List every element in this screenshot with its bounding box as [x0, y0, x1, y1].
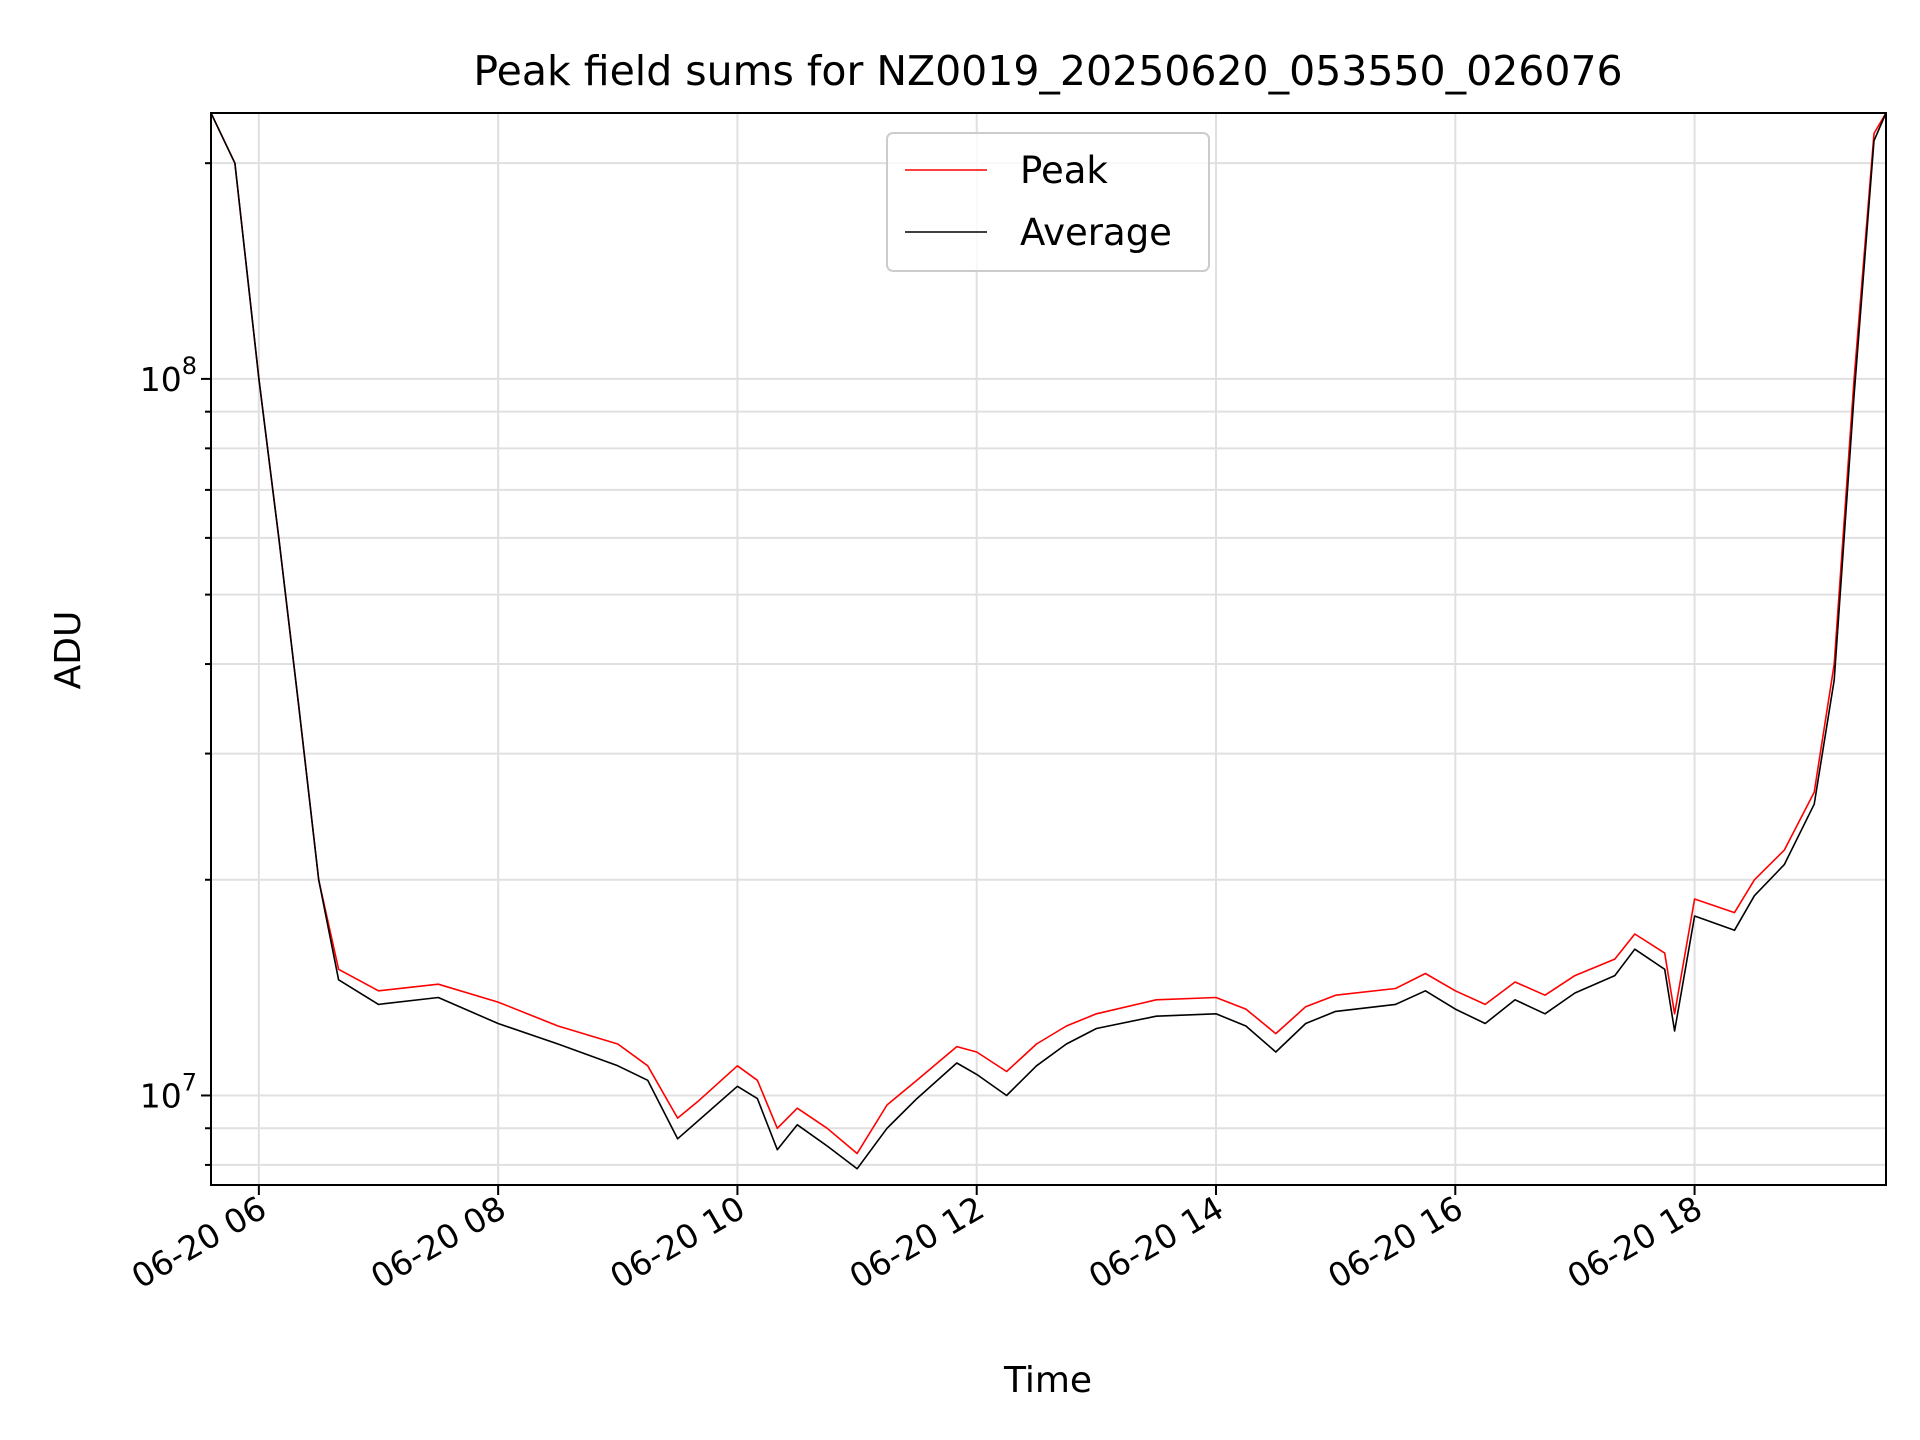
- y-tick-base: 10: [140, 1076, 182, 1115]
- grid: [211, 113, 1886, 1185]
- series-line-average: [210, 112, 1887, 1170]
- legend-box: [886, 132, 1210, 272]
- series-line-peak: [210, 112, 1887, 1155]
- y-tick-exponent: 7: [182, 1068, 197, 1096]
- chart-title: Peak field sums for NZ0019_20250620_0535…: [473, 47, 1622, 95]
- y-tick-exponent: 8: [182, 352, 197, 380]
- legend-label-peak: Peak: [1020, 149, 1108, 192]
- x-axis-label: Time: [1003, 1360, 1092, 1401]
- legend: Peak Average: [886, 132, 1210, 272]
- plot-frame: [210, 112, 1887, 1186]
- y-tick-label: 107: [140, 1068, 197, 1115]
- plot-lines: [210, 112, 1887, 1170]
- y-tick-base: 10: [140, 360, 182, 399]
- y-tick-label: 108: [140, 352, 197, 399]
- y-axis-label: ADU: [48, 611, 89, 690]
- legend-label-average: Average: [1020, 211, 1172, 254]
